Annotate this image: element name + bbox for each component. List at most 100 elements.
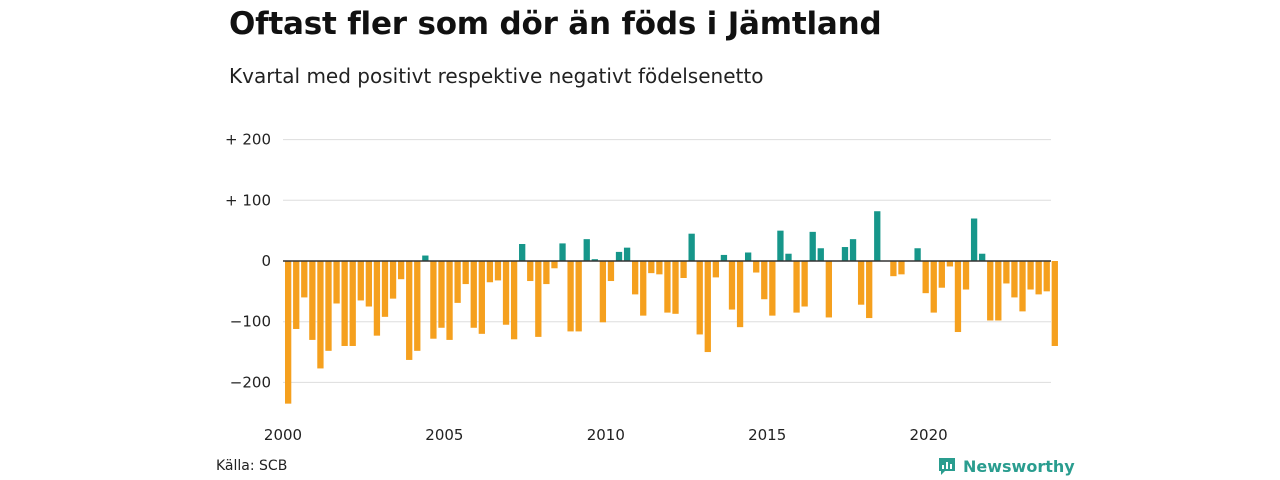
- bar-2004-k1: 2004 K1: -148: [414, 261, 421, 351]
- bar-2009-k3: 2009 K3: 3: [591, 259, 598, 261]
- bar-2018-k4: 2018 K4: -25: [890, 261, 897, 277]
- bar-2006-k3: 2006 K3: -32: [494, 261, 502, 281]
- bar-2017-k3: 2017 K3: 36: [849, 239, 857, 261]
- bar-2021-k2: 2021 K2: 70: [970, 218, 978, 261]
- chart-subtitle: Kvartal med positivt respektive negativt…: [229, 64, 764, 88]
- bar-2013-k3: 2013 K3: 10: [720, 254, 728, 261]
- bar-2016-k3: 2016 K3: 21: [817, 248, 824, 261]
- x-axis-labels: 2000 2005 2010 2015 2020: [264, 426, 948, 444]
- bars: 2000 K1: -2352000 K2: -1122000 K3: -6020…: [285, 211, 1058, 404]
- bar-2013-k2: 2013 K2: -27: [712, 261, 720, 278]
- bar-2006-k4: 2006 K4: -105: [502, 261, 510, 325]
- bar-2010-k3: 2010 K3: 22: [623, 247, 631, 261]
- grid-lines: [283, 139, 1051, 383]
- bar-2022-k1: 2022 K1: -98: [995, 261, 1002, 321]
- bar-2001-k2: 2001 K2: -148: [325, 261, 332, 351]
- bar-2012-k1: 2012 K1: -87: [672, 261, 679, 314]
- y-tick-label: + 100: [225, 191, 271, 209]
- bar-2007-k3: 2007 K3: -33: [527, 261, 534, 282]
- bar-2021-k1: 2021 K1: -47: [962, 261, 970, 290]
- bar-2015-k2: 2015 K2: 50: [777, 230, 784, 261]
- bar-2003-k2: 2003 K2: -62: [389, 261, 397, 299]
- bar-2008-k1: 2008 K1: -38: [543, 261, 550, 285]
- bar-2012-k4: 2012 K4: -121: [696, 261, 703, 335]
- y-tick-label: 0: [261, 252, 271, 270]
- bar-2014-k4: 2014 K4: -63: [761, 261, 768, 300]
- brand-logo: Newsworthy: [937, 456, 1075, 476]
- bar-2011-k2: 2011 K2: -20: [648, 261, 655, 274]
- bar-2009-k2: 2009 K2: 36: [583, 239, 590, 261]
- bar-2015-k1: 2015 K1: -90: [769, 261, 776, 316]
- bar-2004-k4: 2004 K4: -110: [438, 261, 445, 328]
- bar-2016-k2: 2016 K2: 48: [809, 231, 816, 261]
- bar-2007-k4: 2007 K4: -125: [535, 261, 542, 337]
- bar-2001-k1: 2001 K1: -177: [317, 261, 324, 369]
- bar-2000-k2: 2000 K2: -112: [293, 261, 300, 329]
- bar-2023-k2: 2023 K2: -55: [1035, 261, 1042, 295]
- bar-2011-k4: 2011 K4: -85: [664, 261, 671, 313]
- bar-2022-k4: 2022 K4: -83: [1019, 261, 1026, 312]
- bar-2001-k4: 2001 K4: -140: [341, 261, 348, 346]
- source-note: Källa: SCB: [216, 458, 288, 474]
- bar-2021-k4: 2021 K4: -98: [987, 261, 994, 321]
- bar-2018-k1: 2018 K1: -94: [866, 261, 873, 319]
- x-tick-label: 2010: [587, 426, 625, 444]
- bar-2021-k3: 2021 K3: 12: [979, 253, 986, 261]
- x-tick-label: 2015: [748, 426, 786, 444]
- bar-2019-k1: 2019 K1: -22: [898, 261, 905, 275]
- y-tick-label: + 200: [225, 131, 271, 149]
- bar-2003-k4: 2003 K4: -163: [406, 261, 413, 360]
- bar-2008-k4: 2008 K4: -116: [567, 261, 574, 332]
- bar-2020-k1: 2020 K1: -85: [930, 261, 937, 313]
- chart-title: Oftast fler som dör än föds i Jämtland: [229, 6, 882, 42]
- bar-2014-k1: 2014 K1: -109: [736, 261, 744, 328]
- bar-2023-k3: 2023 K3: -50: [1043, 261, 1050, 292]
- bar-2022-k3: 2022 K3: -60: [1011, 261, 1018, 298]
- bar-2013-k1: 2013 K1: -150: [704, 261, 711, 353]
- bar-2010-k1: 2010 K1: -33: [607, 261, 615, 282]
- bar-2015-k4: 2015 K4: -85: [793, 261, 800, 313]
- bar-2016-k4: 2016 K4: -93: [825, 261, 832, 318]
- bar-2004-k2: 2004 K2: 9: [422, 255, 429, 261]
- bar-2000-k1: 2000 K1: -235: [285, 261, 292, 404]
- bar-2006-k2: 2006 K2: -35: [486, 261, 494, 283]
- bar-2006-k1: 2006 K1: -120: [478, 261, 485, 334]
- bar-2008-k2: 2008 K2: -12: [551, 261, 558, 269]
- bar-2003-k3: 2003 K3: -30: [397, 261, 405, 280]
- bar-2005-k4: 2005 K4: -110: [470, 261, 477, 328]
- bar-2009-k1: 2009 K1: -116: [575, 261, 582, 332]
- x-tick-label: 2005: [425, 426, 463, 444]
- bar-2005-k3: 2005 K3: -38: [462, 261, 469, 285]
- bar-2016-k1: 2016 K1: -75: [801, 261, 808, 307]
- bar-2000-k4: 2000 K4: -130: [309, 261, 316, 340]
- brand-name: Newsworthy: [963, 456, 1075, 476]
- bar-2001-k3: 2001 K3: -70: [333, 261, 340, 304]
- bar-2007-k1: 2007 K1: -129: [510, 261, 518, 340]
- bar-2003-k1: 2003 K1: -92: [381, 261, 389, 317]
- bar-2007-k2: 2007 K2: 28: [519, 244, 526, 261]
- bar-2011-k3: 2011 K3: -22: [656, 261, 663, 275]
- bar-2012-k2: 2012 K2: -28: [680, 261, 687, 278]
- bar-2010-k2: 2010 K2: 15: [615, 251, 623, 261]
- bar-2009-k4: 2009 K4: -101: [599, 261, 607, 323]
- bar-2017-k4: 2017 K4: -72: [857, 261, 865, 305]
- bar-2022-k2: 2022 K2: -37: [1003, 261, 1010, 284]
- bar-2005-k2: 2005 K2: -69: [454, 261, 461, 303]
- newsworthy-logo-icon: [939, 458, 955, 475]
- x-tick-label: 2020: [910, 426, 948, 444]
- bar-2020-k2: 2020 K2: -44: [938, 261, 945, 288]
- y-axis-labels: + 200 + 100 0 −100 −200: [225, 131, 271, 392]
- x-tick-label: 2000: [264, 426, 302, 444]
- bar-2023-k4: 2023 K4: -140: [1051, 261, 1058, 346]
- bar-2019-k3: 2019 K3: 21: [914, 248, 921, 261]
- y-tick-label: −200: [230, 373, 271, 391]
- bar-2012-k3: 2012 K3: 45: [688, 233, 695, 261]
- y-tick-label: −100: [230, 313, 271, 331]
- bar-2000-k3: 2000 K3: -60: [301, 261, 308, 298]
- bar-2018-k2: 2018 K2: 82: [874, 211, 881, 261]
